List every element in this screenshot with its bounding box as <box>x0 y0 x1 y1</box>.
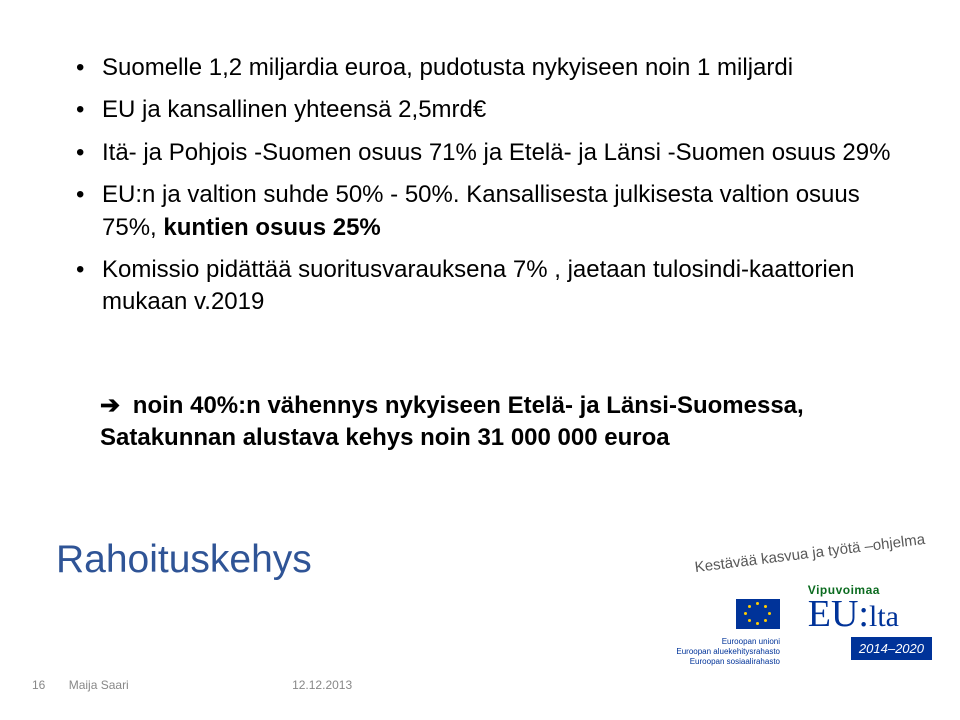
bullet-text-pre: Suomelle 1,2 miljardia euroa, pudotusta … <box>102 54 793 81</box>
arrow-text-pre: noin 40%:n vähennys nykyiseen Etelä- ja … <box>126 392 804 419</box>
eu-lta-logo: Vipuvoimaa EU:lta <box>808 583 899 633</box>
eu-label-1: Euroopan unioni <box>652 637 780 647</box>
eu-label-2: Euroopan aluekehitysrahasto <box>652 647 780 657</box>
programme-tagline: Kestävää kasvua ja työtä –ohjelma <box>694 531 926 576</box>
footer-author: Maija Saari <box>69 678 129 692</box>
content-area: Suomelle 1,2 miljardia euroa, pudotusta … <box>76 52 900 329</box>
bullet-text-pre: EU ja kansallinen yhteensä 2,5mrd€ <box>102 96 486 123</box>
bullet-text-pre: Komissio pidättää suoritusvarauksena 7% … <box>102 256 854 315</box>
bullet-item: EU:n ja valtion suhde 50% - 50%. Kansall… <box>76 179 900 244</box>
years-badge: 2014–2020 <box>851 637 932 660</box>
bullet-text-bold: kuntien osuus 25% <box>163 214 380 241</box>
page-number: 16 <box>32 678 45 692</box>
bullet-item: Suomelle 1,2 miljardia euroa, pudotusta … <box>76 52 900 84</box>
logo-cluster: Kestävää kasvua ja työtä –ohjelma Euroop… <box>652 553 932 688</box>
eu-big-main: EU: <box>808 593 869 635</box>
footer-date: 12.12.2013 <box>292 678 352 692</box>
arrow-paragraph: ➔ noin 40%:n vähennys nykyiseen Etelä- j… <box>100 390 880 455</box>
eu-flag-block: Euroopan unioni Euroopan aluekehitysraha… <box>652 599 780 667</box>
bullet-item: Komissio pidättää suoritusvarauksena 7% … <box>76 254 900 319</box>
bullet-item: EU ja kansallinen yhteensä 2,5mrd€ <box>76 94 900 126</box>
bullet-text-pre: Itä- ja Pohjois -Suomen osuus 71% ja Ete… <box>102 139 890 166</box>
arrow-icon: ➔ <box>100 392 120 419</box>
footer: 16 Maija Saari 12.12.2013 <box>32 678 352 692</box>
eu-big-suffix: lta <box>869 600 899 633</box>
eu-flag-icon <box>736 599 780 629</box>
slide: Suomelle 1,2 miljardia euroa, pudotusta … <box>0 0 960 720</box>
eu-big-text: EU:lta <box>808 595 899 633</box>
eu-label-3: Euroopan sosiaalirahasto <box>652 657 780 667</box>
arrow-text-bold: Satakunnan alustava kehys noin 31 000 00… <box>100 424 670 451</box>
bullet-list: Suomelle 1,2 miljardia euroa, pudotusta … <box>76 52 900 319</box>
bullet-item: Itä- ja Pohjois -Suomen osuus 71% ja Ete… <box>76 137 900 169</box>
slide-title: Rahoituskehys <box>56 538 312 582</box>
